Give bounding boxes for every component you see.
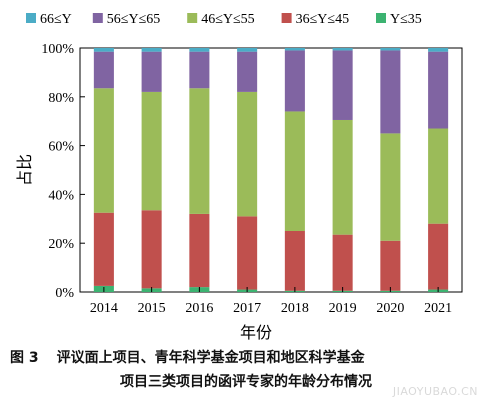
bar-segment — [141, 91, 162, 211]
figure-caption: 图 3 评议面上项目、青年科学基金项目和地区科学基金 项目三类项目的函评专家的年龄… — [0, 346, 492, 394]
x-tick-label: 2018 — [281, 301, 309, 316]
bar-segment — [189, 213, 210, 288]
legend-swatch — [376, 13, 386, 23]
x-tick-label: 2016 — [185, 301, 213, 316]
legend-swatch — [26, 13, 36, 23]
bar-segment — [237, 48, 258, 52]
bar-segment — [237, 51, 258, 92]
legend-label: 56≤Y≤65 — [107, 12, 160, 27]
y-tick-label: 0% — [55, 286, 74, 301]
bar-segment — [189, 88, 210, 214]
bar-segment — [428, 51, 449, 129]
bar-segment — [332, 50, 353, 120]
bar-segment — [428, 223, 449, 290]
x-axis-title: 年份 — [240, 324, 272, 342]
bar-segment — [428, 128, 449, 224]
bar-segment — [141, 48, 162, 52]
x-tick-label: 2019 — [329, 301, 357, 316]
legend: 66≤Y 56≤Y≤65 46≤Y≤55 36≤Y≤45 Y≤35 — [26, 12, 422, 27]
y-axis-title: 占比 — [16, 154, 34, 186]
legend-label: Y≤35 — [390, 12, 422, 27]
watermark-text: JIAOYUBAO.CN — [392, 385, 478, 398]
bar-segment — [284, 48, 305, 51]
legend-swatch — [187, 13, 198, 23]
bar-segment — [332, 119, 353, 235]
legend-label: 46≤Y≤55 — [201, 12, 254, 27]
y-tick-label: 60% — [48, 140, 74, 155]
bar-segment — [428, 48, 449, 52]
bar-segment — [141, 51, 162, 92]
y-tick-label: 20% — [48, 237, 74, 252]
figure-number: 图 3 — [10, 350, 39, 366]
legend-label: 66≤Y — [40, 12, 72, 27]
bar-segment — [284, 231, 305, 291]
x-tick-label: 2017 — [233, 301, 261, 316]
plot-frame — [79, 47, 463, 293]
bar-segment — [284, 111, 305, 231]
bar-segment — [380, 48, 401, 51]
bar-segment — [237, 216, 258, 290]
x-tick-label: 2021 — [424, 301, 452, 316]
x-tick-label: 2014 — [90, 301, 118, 316]
caption-line-1: 评议面上项目、青年科学基金项目和地区科学基金 — [56, 350, 365, 366]
stacked-bar-chart: 66≤Y 56≤Y≤65 46≤Y≤55 36≤Y≤45 Y≤35 0% 20% 40% 60… — [16, 12, 463, 342]
plot-area — [79, 47, 463, 293]
y-axis: 0% 20% 40% 60% 80% 100% — [41, 42, 85, 301]
bar-segment — [189, 51, 210, 89]
bar-segment — [93, 88, 114, 213]
bar-segment — [332, 234, 353, 291]
bar-segment — [380, 133, 401, 241]
bar-segment — [332, 48, 353, 51]
bar-segment — [284, 50, 305, 112]
bar-segment — [237, 91, 258, 217]
bar-segment — [141, 210, 162, 289]
bar-segment — [93, 51, 114, 89]
bar-segment — [189, 48, 210, 52]
legend-label: 36≤Y≤45 — [296, 12, 349, 27]
bar-segment — [380, 50, 401, 134]
watermark-logo: JIAOYUBAO.CN — [364, 355, 484, 405]
legend-swatch — [281, 13, 292, 23]
bar-segment — [93, 212, 114, 286]
x-axis: 2014 2015 2016 2017 2018 2019 2020 2021 — [90, 287, 452, 316]
legend-swatch — [92, 13, 103, 23]
bar-segment — [93, 48, 114, 52]
x-tick-label: 2015 — [138, 301, 166, 316]
caption-line-2: 项目三类项目的函评专家的年龄分布情况 — [120, 374, 372, 390]
y-tick-label: 80% — [48, 91, 74, 106]
y-tick-label: 100% — [41, 42, 74, 57]
y-tick-label: 40% — [48, 188, 74, 203]
bar-segment — [380, 240, 401, 291]
x-tick-label: 2020 — [376, 301, 404, 316]
